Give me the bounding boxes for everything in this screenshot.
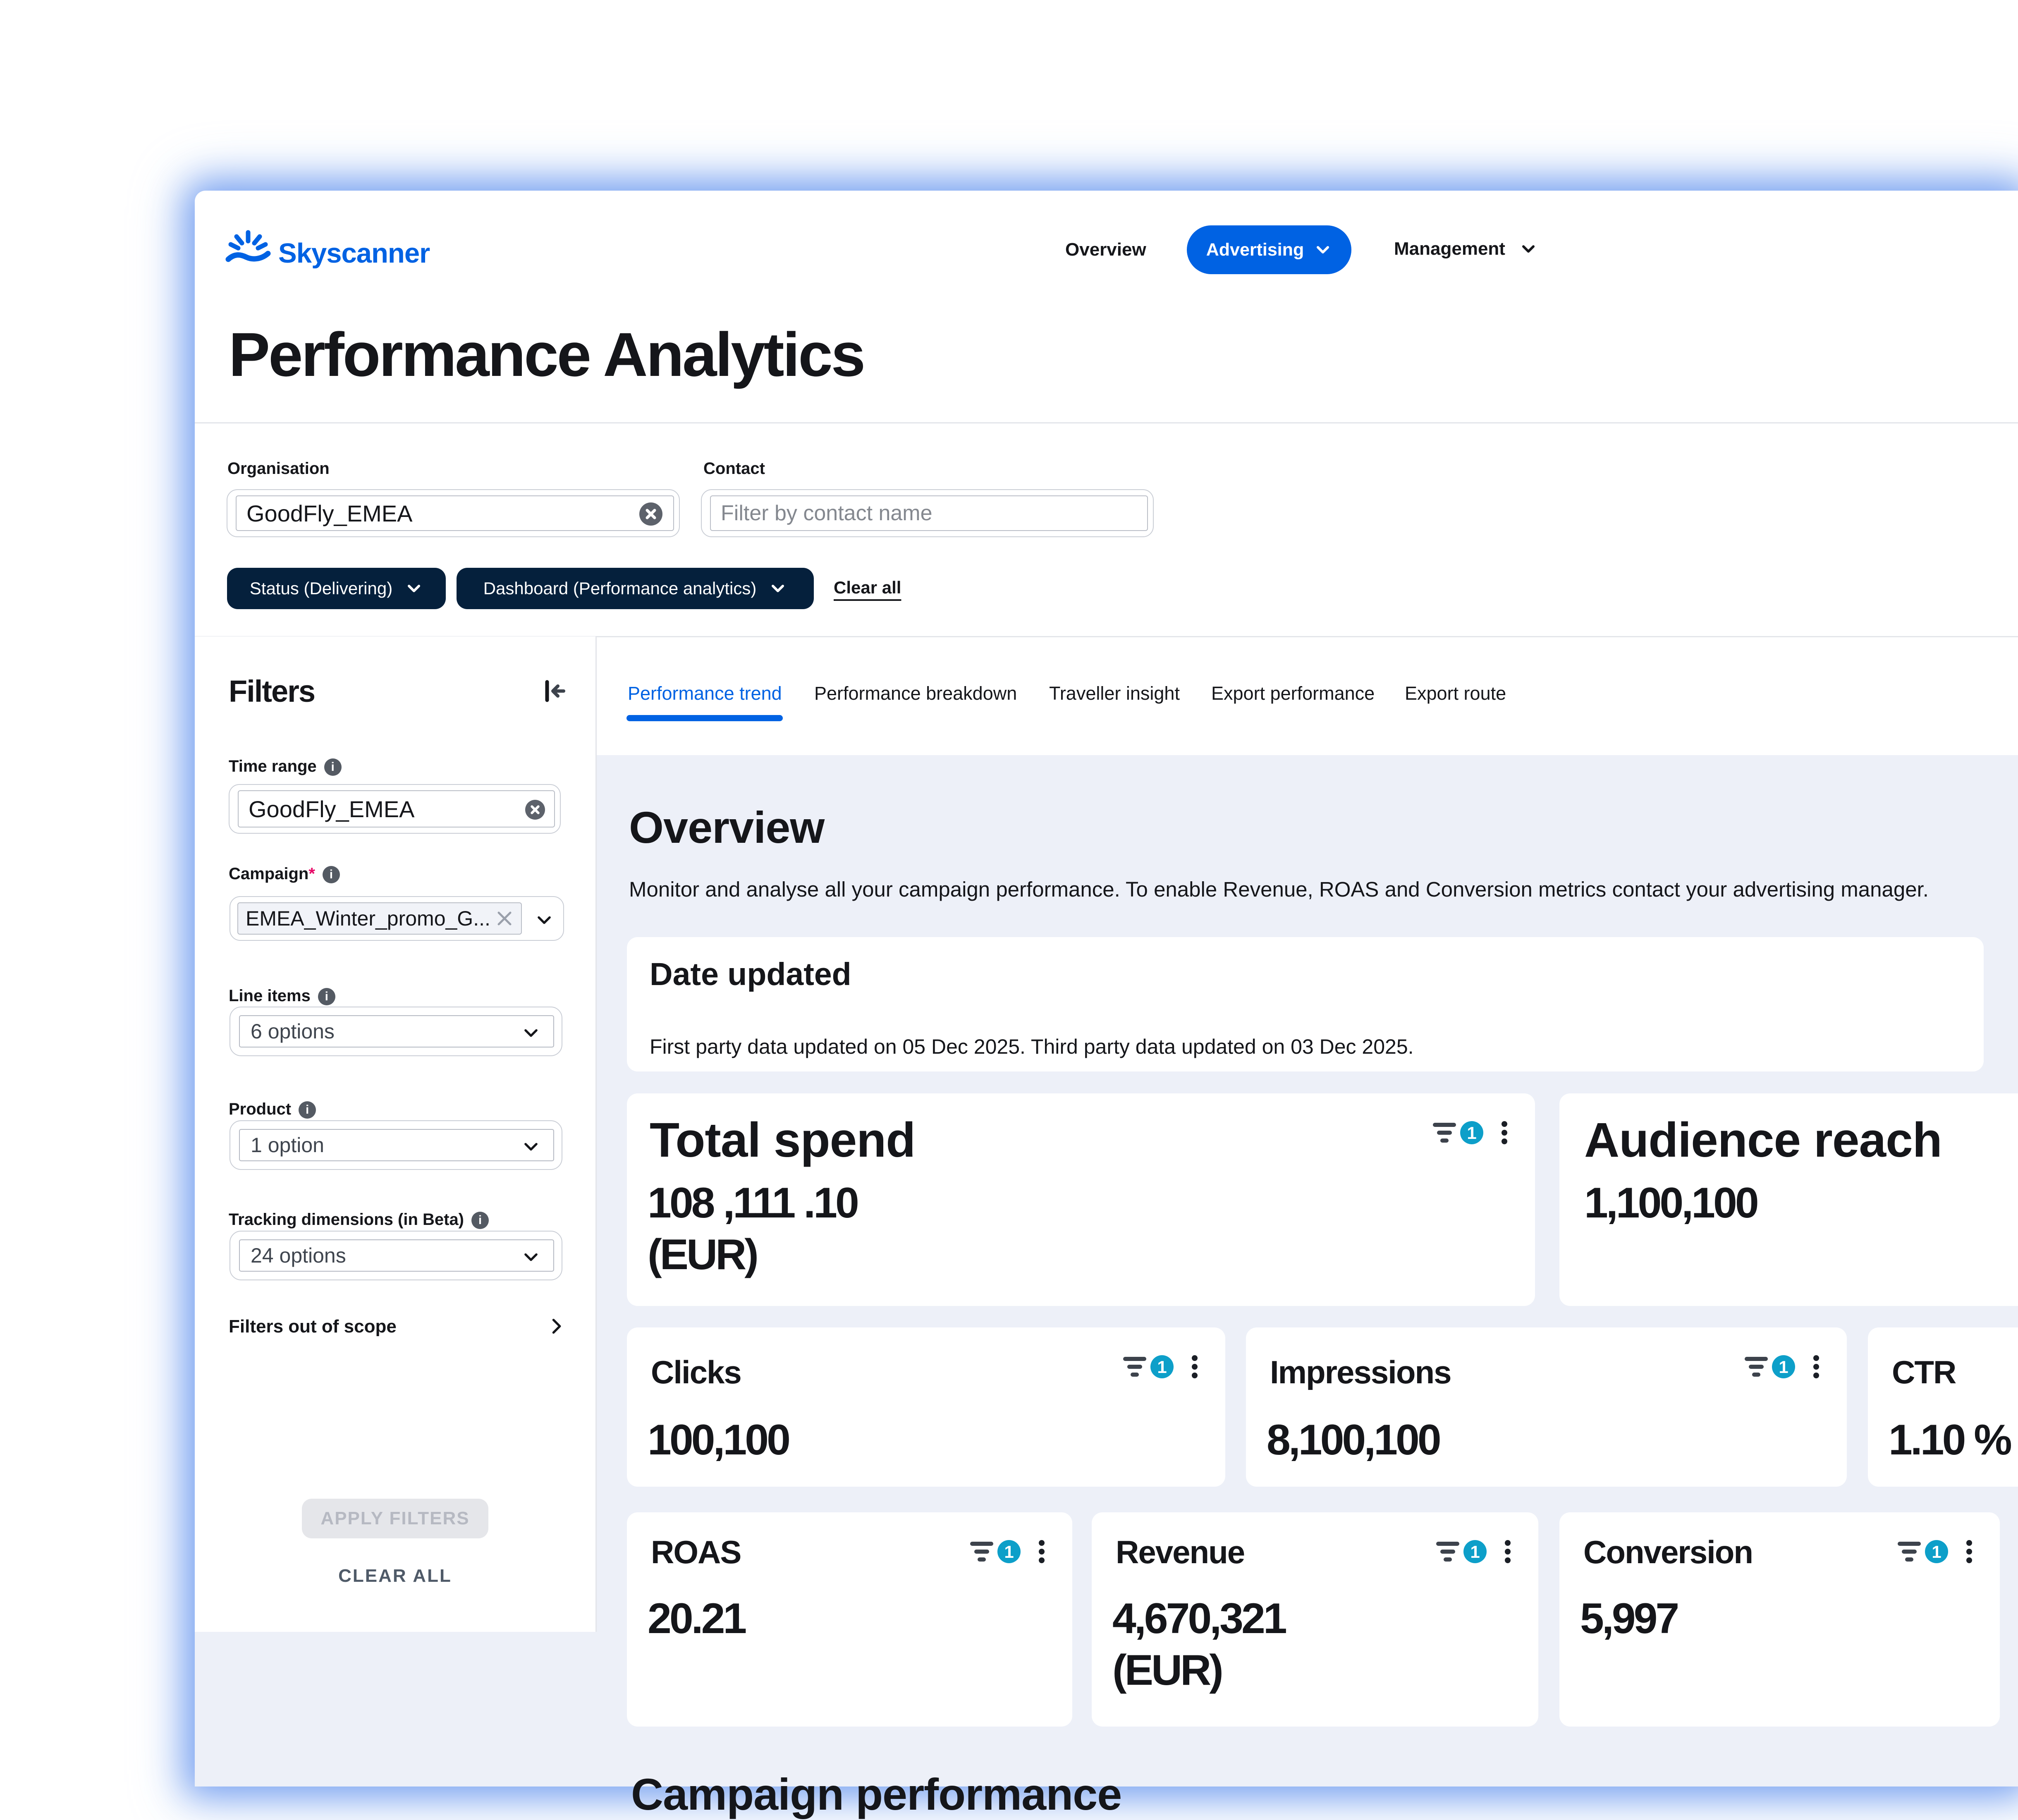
svg-text:Skyscanner: Skyscanner — [278, 238, 430, 269]
